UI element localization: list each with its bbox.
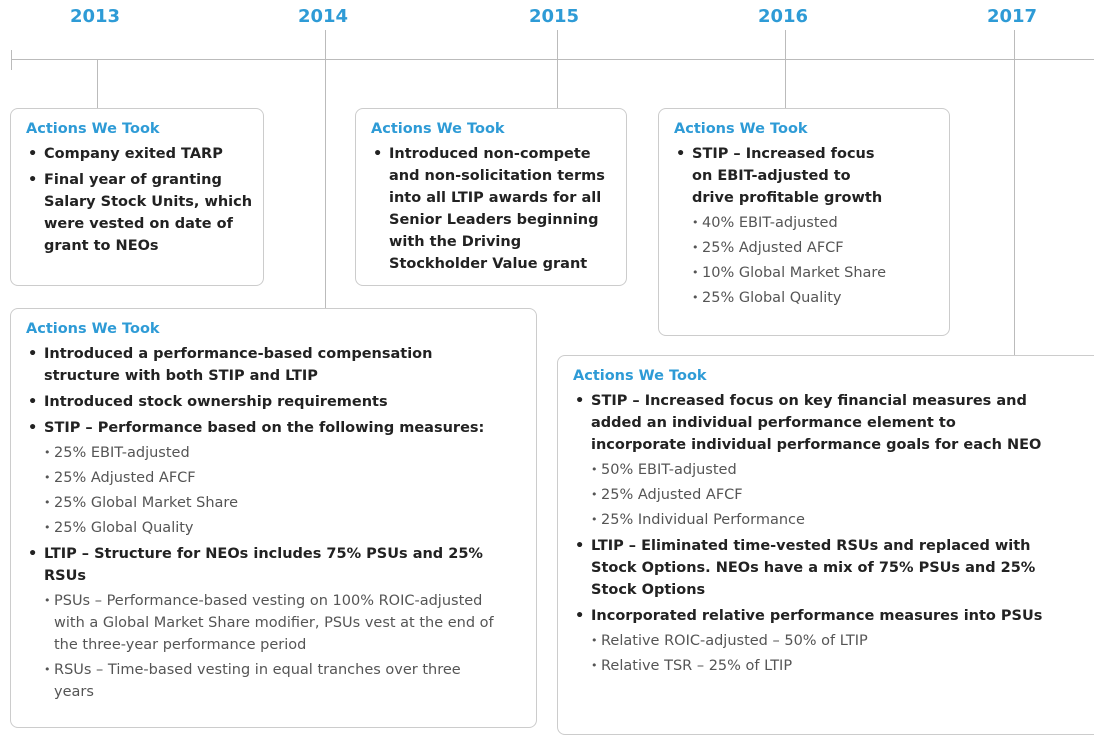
sub-item: 25% Adjusted AFCF	[692, 237, 892, 259]
bullet-item: LTIP – Eliminated time-vested RSUs and r…	[573, 535, 1051, 601]
year-label: 2013	[69, 6, 121, 27]
connector	[1014, 30, 1015, 355]
connector	[97, 60, 98, 108]
bullet-item: STIP – Increased focus on EBIT-adjusted …	[674, 143, 892, 309]
page: (() => { const data = JSON.parse(documen…	[0, 0, 1094, 715]
sub-item: 25% Global Quality	[692, 287, 892, 309]
sub-item: 40% EBIT-adjusted	[692, 212, 892, 234]
timeline-tick	[11, 50, 12, 70]
bullet-item: Introduced stock ownership requirements	[26, 391, 504, 413]
bullet-text: LTIP – Eliminated time-vested RSUs and r…	[591, 538, 1036, 598]
bullet-text: STIP – Performance based on the followin…	[44, 420, 485, 436]
bullet-text: Introduced non-compete and non-solicitat…	[389, 146, 605, 272]
action-box: Actions We Took Company exited TARP Final …	[10, 108, 264, 286]
sub-item: 25% Adjusted AFCF	[591, 484, 1051, 506]
box-heading: Actions We Took	[371, 121, 505, 137]
action-box: Actions We Took STIP – Increased focus on…	[658, 108, 950, 336]
sub-item: 25% Individual Performance	[591, 509, 1051, 531]
bullet-text: Company exited TARP	[44, 146, 223, 162]
bullet-text: LTIP – Structure for NEOs includes 75% P…	[44, 546, 483, 584]
box-heading: Actions We Took	[26, 121, 160, 137]
action-box: Actions We Took Introduced non-compete an…	[355, 108, 627, 286]
action-box: Actions We Took Introduced a performance-…	[10, 308, 537, 728]
year-label: 2017	[986, 6, 1038, 27]
bullet-item: Company exited TARP	[26, 143, 254, 165]
bullet-item: LTIP – Structure for NEOs includes 75% P…	[26, 543, 504, 703]
sub-item: 25% Adjusted AFCF	[44, 467, 504, 489]
box-heading: Actions We Took	[573, 368, 707, 384]
connector	[325, 30, 326, 308]
bullet-text: Introduced stock ownership requirements	[44, 394, 388, 410]
year-label: 2016	[757, 6, 809, 27]
action-box: Actions We Took STIP – Increased focus on…	[557, 355, 1094, 735]
bullet-item: Introduced a performance-based compensat…	[26, 343, 504, 387]
bullet-item: STIP – Performance based on the followin…	[26, 417, 504, 539]
bullet-item: STIP – Increased focus on key financial …	[573, 390, 1051, 531]
bullet-item: Incorporated relative performance measur…	[573, 605, 1051, 677]
sub-item: 25% Global Quality	[44, 517, 504, 539]
connector	[557, 30, 558, 108]
bullet-text: STIP – Increased focus on EBIT-adjusted …	[692, 146, 883, 206]
sub-item: 25% Global Market Share	[44, 492, 504, 514]
sub-item: 25% EBIT-adjusted	[44, 442, 504, 464]
bullet-text: Final year of granting Salary Stock Unit…	[44, 172, 253, 254]
bullet-text: Introduced a performance-based compensat…	[44, 346, 433, 384]
bullet-text: STIP – Increased focus on key financial …	[591, 393, 1042, 453]
timeline-axis	[12, 59, 1094, 60]
bullet-text: Incorporated relative performance measur…	[591, 608, 1043, 624]
year-label: 2015	[528, 6, 580, 27]
sub-item: 10% Global Market Share	[692, 262, 892, 284]
year-label: 2014	[297, 6, 349, 27]
sub-item: RSUs – Time-based vesting in equal tranc…	[44, 659, 504, 703]
connector	[785, 30, 786, 108]
sub-item: 50% EBIT-adjusted	[591, 459, 1051, 481]
box-heading: Actions We Took	[26, 321, 160, 337]
box-heading: Actions We Took	[674, 121, 808, 137]
sub-item: PSUs – Performance-based vesting on 100%…	[44, 590, 504, 656]
bullet-item: Final year of granting Salary Stock Unit…	[26, 169, 254, 257]
sub-item: Relative TSR – 25% of LTIP	[591, 655, 1051, 677]
sub-item: Relative ROIC-adjusted – 50% of LTIP	[591, 630, 1051, 652]
bullet-item: Introduced non-compete and non-solicitat…	[371, 143, 624, 275]
